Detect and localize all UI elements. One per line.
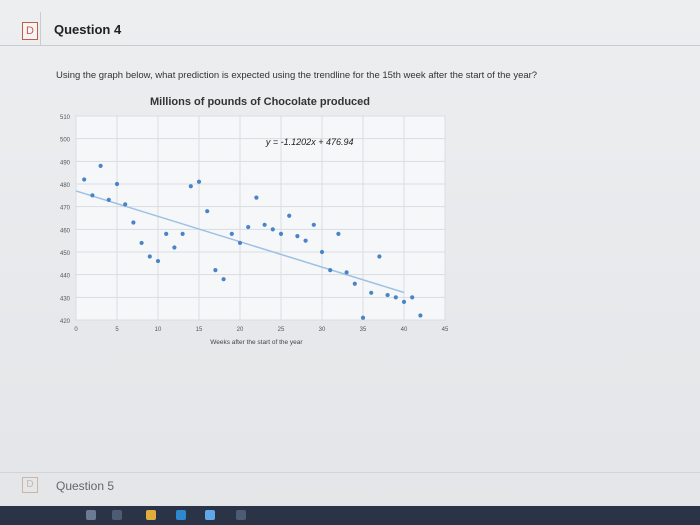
data-point <box>196 179 202 184</box>
data-point <box>360 315 366 320</box>
data-point <box>90 193 95 198</box>
data-point <box>287 213 292 218</box>
data-point <box>270 227 275 232</box>
y-tick-label: 460 <box>60 228 71 234</box>
question-4-prompt: Using the graph below, what prediction i… <box>56 70 538 81</box>
data-point <box>385 292 390 298</box>
flag-icon[interactable]: D <box>22 477 38 493</box>
x-tick-label: 35 <box>360 327 367 333</box>
data-point <box>164 231 169 236</box>
plot-area <box>75 115 446 321</box>
x-tick-label: 0 <box>74 327 78 333</box>
x-tick-label: 15 <box>196 327 203 333</box>
y-tick-label: 420 <box>60 319 71 325</box>
data-point <box>328 268 333 273</box>
chart-title: Millions of pounds of Chocolate produced <box>150 96 370 108</box>
header-divider <box>40 12 41 45</box>
data-point <box>221 277 226 282</box>
data-point <box>311 222 316 227</box>
data-point <box>147 254 152 259</box>
x-tick-label: 30 <box>319 327 326 333</box>
data-point <box>278 231 284 236</box>
question-5-title: Question 5 <box>56 479 115 493</box>
data-point <box>303 238 308 243</box>
data-point <box>262 222 267 227</box>
x-tick-label: 40 <box>401 327 408 333</box>
y-tick-label: 500 <box>60 138 71 144</box>
data-point <box>188 184 193 189</box>
data-point <box>98 163 103 168</box>
data-point <box>344 270 349 275</box>
y-tick-label: 440 <box>60 274 71 280</box>
data-point <box>237 240 243 246</box>
question-4-title: Question 4 <box>54 22 122 37</box>
flag-icon[interactable]: D <box>22 22 38 40</box>
question-4-header: D Question 4 <box>0 12 700 46</box>
data-point <box>139 240 144 246</box>
x-tick-label: 10 <box>155 327 162 333</box>
x-tick-label: 25 <box>278 327 285 333</box>
data-point <box>369 290 374 295</box>
y-tick-label: 450 <box>60 251 71 257</box>
data-point <box>172 245 177 250</box>
data-point <box>155 258 161 264</box>
search-icon[interactable] <box>86 510 96 520</box>
y-tick-label: 510 <box>60 115 71 121</box>
data-point <box>82 177 87 182</box>
data-point <box>377 254 382 259</box>
lock-icon[interactable] <box>146 510 156 520</box>
y-tick-label: 480 <box>60 183 71 189</box>
folder-icon[interactable] <box>205 510 215 520</box>
y-tick-label: 470 <box>60 206 71 212</box>
data-point <box>319 249 325 255</box>
trendline-label: y = -1.1202x + 476.94 <box>265 137 354 147</box>
data-point <box>393 295 398 300</box>
data-point <box>123 202 128 207</box>
data-point <box>418 313 423 318</box>
taskbar <box>0 506 700 525</box>
data-point <box>336 231 341 236</box>
x-tick-label: 20 <box>237 327 244 333</box>
y-tick-label: 430 <box>60 296 71 302</box>
app-icon[interactable] <box>112 510 122 520</box>
x-axis-label: Weeks after the start of the year <box>210 339 303 346</box>
data-point <box>410 295 415 300</box>
data-point <box>352 281 357 286</box>
data-point <box>106 197 111 202</box>
x-tick-label: 45 <box>442 327 449 333</box>
app-icon[interactable] <box>236 510 246 520</box>
data-point <box>246 224 251 230</box>
data-point <box>205 209 210 214</box>
question-5-header: D Question 5 <box>0 472 700 501</box>
data-point <box>295 234 300 239</box>
data-point <box>401 299 407 304</box>
y-tick-label: 490 <box>60 160 71 166</box>
browser-icon[interactable] <box>176 510 186 520</box>
data-point <box>213 268 218 273</box>
data-point <box>131 220 136 225</box>
x-tick-label: 5 <box>115 327 119 333</box>
data-point <box>254 195 259 200</box>
data-point <box>180 231 185 236</box>
data-point <box>229 231 234 236</box>
question-4-body: Using the graph below, what prediction i… <box>40 46 700 476</box>
data-point <box>114 181 120 187</box>
